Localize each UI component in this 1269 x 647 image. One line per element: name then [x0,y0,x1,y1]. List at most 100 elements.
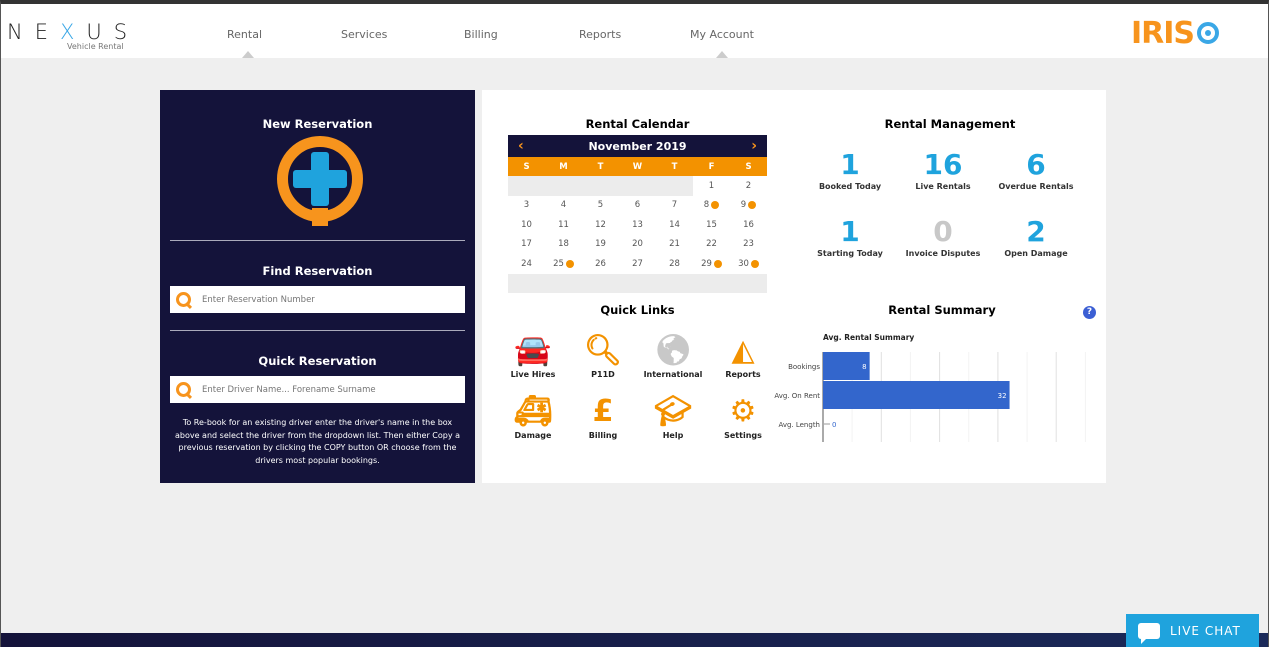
quick-link-billing[interactable]: £ Billing [568,391,638,441]
iris-eye-icon [1197,22,1219,44]
divider [170,330,465,331]
quick-link-label: International [643,370,703,379]
new-reservation-plus-icon[interactable] [277,136,363,222]
calendar-day[interactable]: 3 [508,196,545,216]
day-number: 30 [738,258,749,269]
prev-month-button[interactable]: ‹ [518,138,524,154]
quick-link-damage[interactable]: 🚑︎ Damage [498,391,568,441]
day-number: 11 [558,219,569,230]
stat-value: 6 [1026,148,1046,181]
quick-link-help[interactable]: 🎓︎ Help [638,391,708,441]
day-number: 18 [558,239,569,250]
quick-link-label: P11D [591,370,615,379]
bar-value-label: 32 [998,392,1007,400]
calendar-day[interactable]: 5 [582,196,619,216]
next-month-button[interactable]: › [751,138,757,154]
category-label: Avg. Length [778,421,820,429]
weekday-label: W [632,161,643,172]
category-label: Bookings [788,363,820,371]
quick-link-live-hires[interactable]: 🚘 Live Hires [498,330,568,380]
day-number: 26 [595,258,606,269]
stat-booked-today[interactable]: 1 Booked Today [800,148,900,191]
stat-starting-today[interactable]: 1 Starting Today [800,215,900,258]
bar[interactable] [823,352,870,380]
quick-link-international[interactable]: 🌎︎ International [638,330,708,380]
ambulance-icon: 🚑︎ [513,393,553,429]
quick-link-settings[interactable]: ⚙ Settings [708,391,778,441]
calendar-day[interactable]: 18 [545,235,582,255]
gear-icon: ⚙ [729,393,757,429]
calendar-day[interactable]: 25 [545,254,582,274]
quick-link-p11d[interactable]: 🔍︎ P11D [568,330,638,380]
dashboard-panel: Rental Calendar ‹ November 2019 › S M T W T F… [482,90,1106,483]
calendar-day[interactable]: 16 [730,215,767,235]
calendar-day[interactable]: 30 [730,254,767,274]
calendar-day[interactable]: 21 [656,235,693,255]
day-number: 20 [632,239,643,250]
calendar-day[interactable]: 8 [693,196,730,216]
logo-subtitle: Vehicle Rental [67,42,124,51]
stat-label: Live Rentals [915,182,971,191]
stat-label: Booked Today [818,182,882,191]
day-number: 1 [708,180,715,191]
calendar-day[interactable]: 28 [656,254,693,274]
day-number: 23 [743,239,754,250]
search-icon [176,381,192,398]
bar[interactable] [823,381,1010,409]
nav-reports[interactable]: Reports [579,28,622,41]
driver-name-input[interactable] [202,384,465,395]
day-number: 13 [632,219,643,230]
stat-label: Overdue Rentals [998,182,1074,191]
pound-icon: £ [592,393,614,429]
calendar-day[interactable]: 2 [730,176,767,196]
stat-open-damage[interactable]: 2 Open Damage [986,215,1086,258]
calendar-day[interactable]: 20 [619,235,656,255]
calendar-day[interactable]: 7 [656,196,693,216]
stat-overdue-rentals[interactable]: 6 Overdue Rentals [986,148,1086,191]
calendar-day[interactable]: 22 [693,235,730,255]
calendar-day[interactable]: 13 [619,215,656,235]
nav-services[interactable]: Services [341,28,388,41]
calendar-day[interactable]: 15 [693,215,730,235]
weekday-label: M [559,161,568,172]
stat-invoice-disputes[interactable]: 0 Invoice Disputes [893,215,993,258]
quick-link-label: Reports [725,370,761,379]
day-number: 29 [701,258,712,269]
calendar-day[interactable]: 29 [693,254,730,274]
calendar-day[interactable]: 11 [545,215,582,235]
calendar-day[interactable]: 19 [582,235,619,255]
quick-link-label: Damage [514,431,552,440]
calendar-day[interactable]: 10 [508,215,545,235]
calendar-day[interactable]: 9 [730,196,767,216]
live-chat-button[interactable]: LIVE CHAT [1126,614,1259,647]
calendar-day[interactable]: 23 [730,235,767,255]
quick-link-reports[interactable]: ◭ Reports [708,330,778,380]
calendar-day[interactable]: 24 [508,254,545,274]
help-icon[interactable]: ? [1083,306,1096,319]
day-number: 3 [523,200,530,211]
calendar-day[interactable]: 26 [582,254,619,274]
calendar-day[interactable]: 14 [656,215,693,235]
stat-value: 1 [840,215,860,248]
search-icon: 🔍︎ [583,332,623,368]
find-reservation-field[interactable] [170,286,465,313]
nav-rental[interactable]: Rental [227,28,262,41]
calendar-day[interactable]: 27 [619,254,656,274]
nexus-logo[interactable]: NEXUS Vehicle Rental [7,20,140,51]
chart-title: Avg. Rental Summary [823,333,914,342]
day-number: 12 [595,219,606,230]
calendar-day[interactable]: 12 [582,215,619,235]
quick-link-label: Help [662,431,684,440]
weekday-label: T [597,161,604,172]
calendar-day[interactable]: 1 [693,176,730,196]
nav-my-account[interactable]: My Account [690,28,754,41]
quick-reservation-field[interactable] [170,376,465,403]
stat-live-rentals[interactable]: 16 Live Rentals [893,148,993,191]
reservation-number-input[interactable] [202,294,465,305]
calendar-day[interactable]: 4 [545,196,582,216]
calendar-day[interactable]: 17 [508,235,545,255]
day-number: 22 [706,239,717,250]
nav-billing[interactable]: Billing [464,28,498,41]
calendar-day[interactable]: 6 [619,196,656,216]
